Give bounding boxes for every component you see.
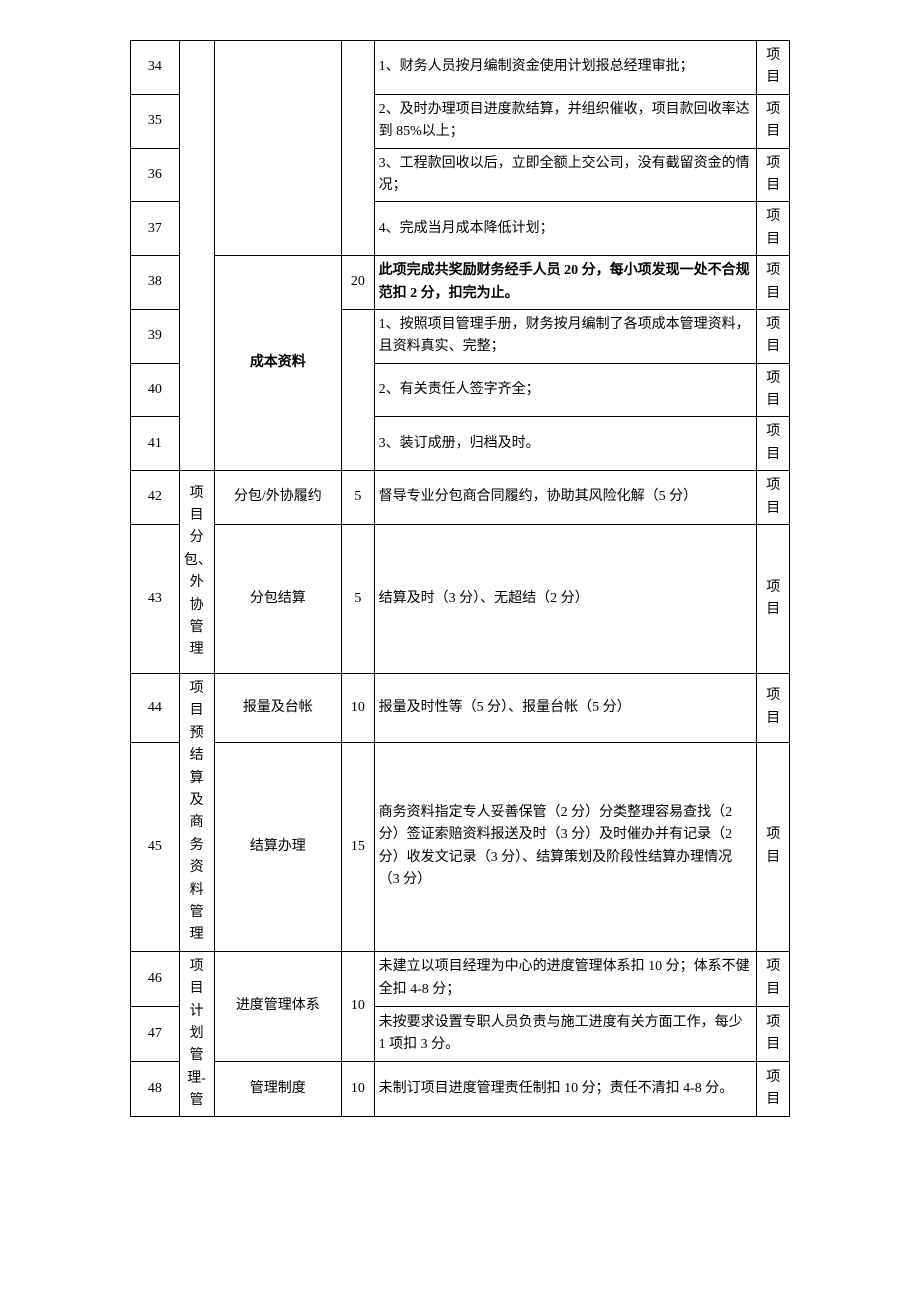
desc-cell: 商务资料指定专人妥善保管（2 分）分类整理容易查找（2 分）签证索赔资料报送及时… [374, 742, 757, 951]
score-cell [342, 41, 374, 256]
unit-cell: 项目 [757, 94, 790, 148]
row-number: 34 [131, 41, 180, 95]
item-cell: 分包结算 [214, 525, 342, 674]
category-cell [179, 41, 214, 471]
unit-cell: 项目 [757, 41, 790, 95]
row-number: 42 [131, 471, 180, 525]
desc-cell: 未建立以项目经理为中心的进度管理体系扣 10 分；体系不健全扣 4-8 分； [374, 951, 757, 1006]
item-cell: 结算办理 [214, 742, 342, 951]
row-number: 43 [131, 525, 180, 674]
score-cell: 20 [342, 256, 374, 310]
row-number: 37 [131, 202, 180, 256]
unit-cell: 项目 [757, 1006, 790, 1061]
desc-cell: 2、及时办理项目进度款结算，并组织催收，项目款回收率达到 85%以上； [374, 94, 757, 148]
category-plan: 项目计划管理-管 [179, 951, 214, 1117]
table-row: 38 成本资料 20 此项完成共奖励财务经手人员 20 分，每小项发现一处不合规… [131, 256, 790, 310]
desc-cell: 4、完成当月成本降低计划； [374, 202, 757, 256]
item-cell: 分包/外协履约 [214, 471, 342, 525]
item-cell: 管理制度 [214, 1062, 342, 1117]
row-number: 39 [131, 309, 180, 363]
table-row: 45 结算办理 15 商务资料指定专人妥善保管（2 分）分类整理容易查找（2 分… [131, 742, 790, 951]
table-row: 46 项目计划管理-管 进度管理体系 10 未建立以项目经理为中心的进度管理体系… [131, 951, 790, 1006]
score-cell: 5 [342, 525, 374, 674]
unit-cell: 项目 [757, 202, 790, 256]
desc-cell: 2、有关责任人签字齐全； [374, 363, 757, 417]
desc-cell: 未按要求设置专职人员负责与施工进度有关方面工作，每少 1 项扣 3 分。 [374, 1006, 757, 1061]
category-subcontract: 项目分包、外协管理 [179, 471, 214, 674]
desc-cell: 1、按照项目管理手册，财务按月编制了各项成本管理资料，且资料真实、完整； [374, 309, 757, 363]
unit-cell: 项目 [757, 256, 790, 310]
desc-cell: 3、工程款回收以后，立即全额上交公司，没有截留资金的情况； [374, 148, 757, 202]
item-cell: 报量及台帐 [214, 674, 342, 743]
unit-cell: 项目 [757, 309, 790, 363]
desc-cell: 报量及时性等（5 分）、报量台帐（5 分） [374, 674, 757, 743]
row-number: 47 [131, 1006, 180, 1061]
evaluation-table: 34 1、财务人员按月编制资金使用计划报总经理审批； 项目 35 2、及时办理项… [130, 40, 790, 1117]
score-cell: 10 [342, 1062, 374, 1117]
unit-cell: 项目 [757, 471, 790, 525]
table-row: 42 项目分包、外协管理 分包/外协履约 5 督导专业分包商合同履约，协助其风险… [131, 471, 790, 525]
unit-cell: 项目 [757, 742, 790, 951]
unit-cell: 项目 [757, 525, 790, 674]
row-number: 46 [131, 951, 180, 1006]
table-row: 43 分包结算 5 结算及时（3 分）、无超结（2 分） 项目 [131, 525, 790, 674]
category-settlement: 项目预结算及商务资料管理 [179, 674, 214, 952]
row-number: 40 [131, 363, 180, 417]
unit-cell: 项目 [757, 1062, 790, 1117]
desc-cell: 未制订项目进度管理责任制扣 10 分；责任不清扣 4-8 分。 [374, 1062, 757, 1117]
desc-cell: 3、装订成册，归档及时。 [374, 417, 757, 471]
unit-cell: 项目 [757, 148, 790, 202]
desc-cell: 1、财务人员按月编制资金使用计划报总经理审批； [374, 41, 757, 95]
table-row: 34 1、财务人员按月编制资金使用计划报总经理审批； 项目 [131, 41, 790, 95]
item-cell-cost-data: 成本资料 [214, 256, 342, 471]
desc-cell: 此项完成共奖励财务经手人员 20 分，每小项发现一处不合规范扣 2 分，扣完为止… [374, 256, 757, 310]
table-row: 44 项目预结算及商务资料管理 报量及台帐 10 报量及时性等（5 分）、报量台… [131, 674, 790, 743]
score-cell [342, 309, 374, 470]
row-number: 44 [131, 674, 180, 743]
table-row: 48 管理制度 10 未制订项目进度管理责任制扣 10 分；责任不清扣 4-8 … [131, 1062, 790, 1117]
row-number: 38 [131, 256, 180, 310]
desc-cell: 督导专业分包商合同履约，协助其风险化解（5 分） [374, 471, 757, 525]
unit-cell: 项目 [757, 363, 790, 417]
score-cell: 15 [342, 742, 374, 951]
row-number: 48 [131, 1062, 180, 1117]
item-cell [214, 41, 342, 256]
score-cell: 5 [342, 471, 374, 525]
row-number: 35 [131, 94, 180, 148]
unit-cell: 项目 [757, 674, 790, 743]
item-progress-system: 进度管理体系 [214, 951, 342, 1061]
row-number: 45 [131, 742, 180, 951]
unit-cell: 项目 [757, 951, 790, 1006]
score-cell: 10 [342, 674, 374, 743]
score-cell: 10 [342, 951, 374, 1061]
row-number: 36 [131, 148, 180, 202]
desc-cell: 结算及时（3 分）、无超结（2 分） [374, 525, 757, 674]
row-number: 41 [131, 417, 180, 471]
unit-cell: 项目 [757, 417, 790, 471]
